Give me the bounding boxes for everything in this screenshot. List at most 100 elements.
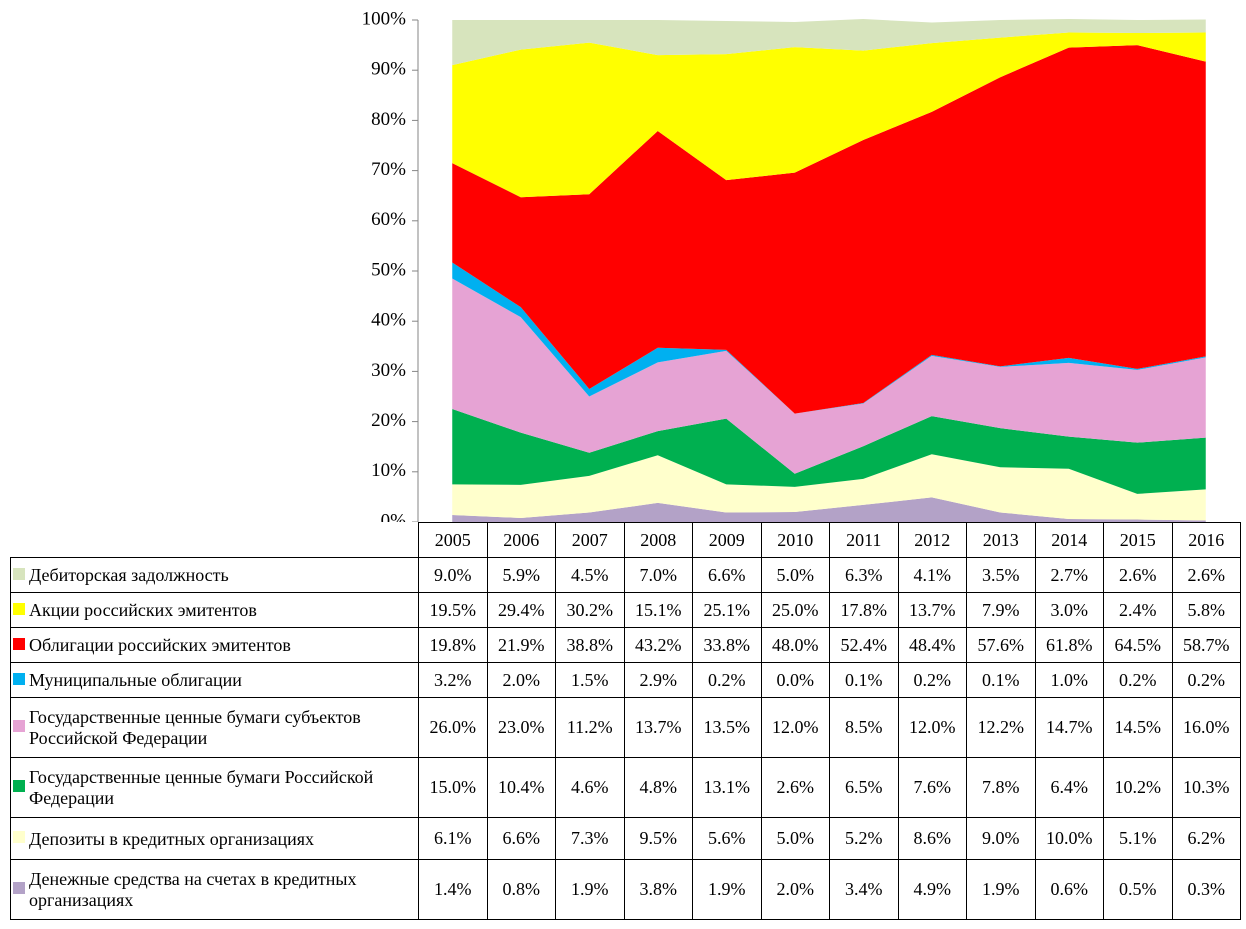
value-label: 0.5% (1103, 859, 1173, 920)
table-row: Денежные средства на счетах в кредитных … (10, 859, 1241, 920)
legend-swatch (13, 567, 25, 580)
value-label: 19.8% (418, 627, 488, 663)
value-label: 43.2% (623, 627, 693, 663)
value-label: 23.0% (486, 697, 556, 758)
value-label: 57.6% (966, 627, 1036, 663)
legend-swatch (13, 881, 25, 894)
value-label: 7.9% (966, 592, 1036, 628)
value-label: 19.5% (418, 592, 488, 628)
legend-label: Государственные ценные бумаги субъектов … (29, 706, 361, 748)
legend-swatch (13, 719, 25, 732)
value-label: 0.6% (1034, 859, 1104, 920)
value-label: 6.6% (692, 557, 762, 593)
table-row: Государственные ценные бумаги Российской… (10, 757, 1241, 818)
value-label: 2.0% (760, 859, 830, 920)
legend-label: Облигации российских эмитентов (29, 635, 291, 656)
y-tick-label: 80% (371, 109, 406, 130)
value-label: 6.2% (1171, 817, 1241, 860)
value-label: 2.6% (760, 757, 830, 818)
table-row: Дебиторская задолжность 9.0% 5.9% 4.5% 7.0% 6… (10, 557, 1241, 593)
value-label: 9.5% (623, 817, 693, 860)
area (452, 497, 1206, 522)
value-label: 8.5% (829, 697, 899, 758)
y-tick-label: 20% (371, 410, 406, 431)
legend-cell: Акции российских эмитентов (10, 592, 419, 628)
value-label: 0.2% (897, 662, 967, 698)
x-tick-label: 2005 (418, 522, 488, 558)
value-label: 0.2% (1103, 662, 1173, 698)
blank-cell (10, 522, 419, 558)
value-label: 0.2% (1171, 662, 1241, 698)
value-label: 15.1% (623, 592, 693, 628)
value-label: 5.1% (1103, 817, 1173, 860)
value-label: 25.0% (760, 592, 830, 628)
value-label: 12.0% (897, 697, 967, 758)
legend-swatch (13, 831, 25, 844)
value-label: 4.8% (623, 757, 693, 818)
value-label: 6.6% (486, 817, 556, 860)
value-label: 5.0% (760, 817, 830, 860)
legend-cell: Дебиторская задолжность (10, 557, 419, 593)
value-label: 9.0% (418, 557, 488, 593)
value-label: 1.5% (555, 662, 625, 698)
legend-cell: Денежные средства на счетах в кредитных … (10, 859, 419, 920)
value-label: 16.0% (1171, 697, 1241, 758)
value-label: 1.0% (1034, 662, 1104, 698)
legend-swatch (13, 637, 25, 650)
area (452, 278, 1206, 474)
value-label: 1.9% (966, 859, 1036, 920)
table-row: Государственные ценные бумаги субъектов … (10, 697, 1241, 758)
value-label: 11.2% (555, 697, 625, 758)
value-label: 52.4% (829, 627, 899, 663)
x-tick-label: 2016 (1171, 522, 1241, 558)
value-label: 4.1% (897, 557, 967, 593)
area (452, 409, 1206, 494)
value-label: 7.6% (897, 757, 967, 818)
value-label: 10.2% (1103, 757, 1173, 818)
x-tick-label: 2013 (966, 522, 1036, 558)
value-label: 3.5% (966, 557, 1036, 593)
value-label: 0.3% (1171, 859, 1241, 920)
table-row: Акции российских эмитентов 19.5% 29.4% 30.2… (10, 592, 1241, 628)
value-label: 38.8% (555, 627, 625, 663)
value-label: 2.4% (1103, 592, 1173, 628)
y-tick-label: 10% (371, 460, 406, 481)
y-tick-label: 50% (371, 259, 406, 280)
value-label: 9.0% (966, 817, 1036, 860)
value-label: 64.5% (1103, 627, 1173, 663)
value-label: 8.6% (897, 817, 967, 860)
legend-cell: Муниципальные облигации (10, 662, 419, 698)
x-tick-label: 2011 (829, 522, 899, 558)
value-label: 2.0% (486, 662, 556, 698)
value-label: 5.9% (486, 557, 556, 593)
value-label: 26.0% (418, 697, 488, 758)
y-tick-label: 60% (371, 209, 406, 230)
value-label: 12.0% (760, 697, 830, 758)
value-label: 6.3% (829, 557, 899, 593)
value-label: 13.5% (692, 697, 762, 758)
value-label: 17.8% (829, 592, 899, 628)
y-tick-label: 40% (371, 310, 406, 331)
value-label: 3.8% (623, 859, 693, 920)
table-row: Депозиты в кредитных организациях 6.1% 6.6… (10, 817, 1241, 860)
legend-swatch (13, 602, 25, 615)
value-label: 10.4% (486, 757, 556, 818)
area (452, 45, 1206, 414)
legend-cell: Государственные ценные бумаги Российской… (10, 757, 419, 818)
area (452, 454, 1206, 521)
value-label: 3.2% (418, 662, 488, 698)
legend-swatch (13, 779, 25, 792)
area (452, 32, 1206, 198)
value-label: 15.0% (418, 757, 488, 818)
value-label: 14.5% (1103, 697, 1173, 758)
value-label: 2.6% (1171, 557, 1241, 593)
y-tick-label: 100% (362, 8, 407, 29)
x-tick-label: 2015 (1103, 522, 1173, 558)
value-label: 48.0% (760, 627, 830, 663)
value-label: 4.9% (897, 859, 967, 920)
value-label: 6.1% (418, 817, 488, 860)
value-label: 21.9% (486, 627, 556, 663)
chart: 0% 10% 20% 30% 40% 50% 60% 70% 80% 90% 100% (362, 8, 1206, 522)
value-label: 2.6% (1103, 557, 1173, 593)
